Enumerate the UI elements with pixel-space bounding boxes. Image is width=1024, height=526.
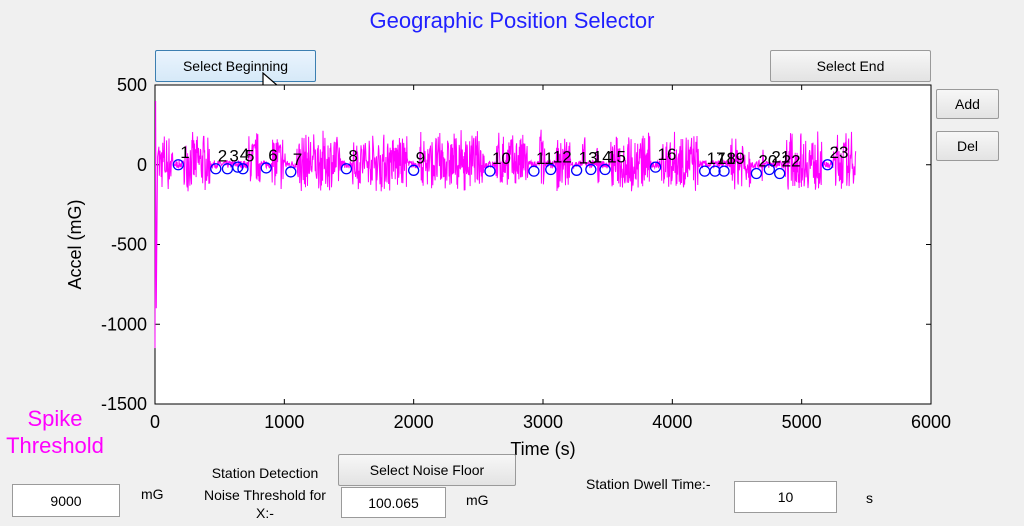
- station-label: 9: [416, 148, 425, 167]
- station-marker: [484, 165, 496, 177]
- station-marker: [718, 165, 730, 177]
- x-tick-label: 4000: [652, 412, 692, 432]
- station-marker: [260, 162, 272, 174]
- station-label: 1: [180, 143, 189, 162]
- station-marker: [649, 161, 662, 173]
- station-label: 21: [771, 148, 790, 167]
- station-marker: [774, 167, 786, 180]
- spike-label-line1: Spike: [27, 406, 83, 431]
- acceleration-trace: [154, 100, 857, 349]
- station-label: 22: [782, 152, 801, 171]
- window-title: Geographic Position Selector: [369, 8, 655, 33]
- station-label: 4: [240, 145, 249, 164]
- station-marker: [599, 163, 611, 176]
- station-label: 15: [607, 148, 626, 167]
- add-button[interactable]: Add: [936, 89, 999, 119]
- x-tick-label: 3000: [523, 412, 563, 432]
- x-tick-label: 1000: [264, 412, 304, 432]
- y-tick-label: 500: [117, 75, 147, 95]
- y-tick-label: -1000: [101, 314, 147, 334]
- dwell-unit: s: [866, 490, 873, 506]
- station-marker: [545, 163, 557, 176]
- station-label: 16: [658, 145, 677, 164]
- spike-label-line2: Threshold: [6, 433, 104, 458]
- spike-threshold-input[interactable]: [12, 484, 120, 517]
- noise-threshold-label: Station Detection Noise Threshold for X:…: [190, 462, 340, 520]
- x-axis-label: Time (s): [510, 439, 575, 459]
- spike-threshold-label: Spike Threshold: [0, 405, 110, 459]
- station-label: 19: [726, 149, 745, 168]
- select-beginning-button[interactable]: Select Beginning: [155, 50, 316, 82]
- station-marker: [232, 161, 244, 173]
- select-noise-floor-button[interactable]: Select Noise Floor: [338, 454, 516, 486]
- noise-unit: mG: [466, 492, 489, 508]
- station-marker: [585, 163, 597, 176]
- station-label: 14: [593, 148, 612, 167]
- station-label: 6: [268, 146, 277, 165]
- station-marker: [237, 163, 249, 175]
- station-label: 5: [245, 147, 254, 166]
- plot-area: [154, 84, 932, 405]
- select-end-button[interactable]: Select End: [770, 50, 931, 82]
- noise-label-line2: Noise Threshold for: [204, 487, 326, 503]
- noise-label-line1: Station Detection: [211, 465, 319, 481]
- station-label: 3: [229, 147, 238, 166]
- station-marker: [528, 165, 540, 177]
- y-tick-label: -500: [111, 235, 147, 255]
- station-marker: [285, 166, 297, 178]
- station-label: 12: [553, 148, 572, 167]
- x-tick-label: 6000: [911, 412, 951, 432]
- dwell-time-label: Station Dwell Time:-: [586, 476, 711, 492]
- station-marker: [821, 159, 834, 171]
- noise-threshold-input[interactable]: [341, 487, 446, 518]
- station-label: 2: [218, 147, 227, 166]
- station-label: 18: [717, 149, 736, 168]
- noise-label-line3: X:-: [256, 505, 274, 521]
- station-marker: [172, 159, 184, 171]
- station-marker: [570, 164, 583, 176]
- station-label: 17: [707, 149, 726, 168]
- station-label: 11: [536, 149, 554, 168]
- station-label: 23: [830, 143, 849, 162]
- dwell-time-input[interactable]: [734, 481, 837, 513]
- del-button[interactable]: Del: [936, 131, 999, 161]
- station-marker: [763, 163, 775, 176]
- x-tick-label: 2000: [394, 412, 434, 432]
- station-marker: [750, 167, 763, 180]
- x-tick-label: 0: [150, 412, 160, 432]
- station-label: 10: [492, 149, 511, 168]
- x-tick-label: 5000: [782, 412, 822, 432]
- station-marker: [210, 163, 222, 175]
- station-marker: [709, 165, 721, 177]
- y-tick-label: -1500: [101, 394, 147, 414]
- station-marker: [408, 164, 420, 176]
- y-tick-label: 0: [137, 155, 147, 175]
- station-label: 7: [293, 150, 302, 169]
- y-axis-label: Accel (mG): [65, 200, 85, 290]
- station-marker: [340, 163, 353, 175]
- station-label: 13: [579, 148, 598, 167]
- station-label: 8: [348, 147, 357, 166]
- spike-unit: mG: [141, 486, 164, 502]
